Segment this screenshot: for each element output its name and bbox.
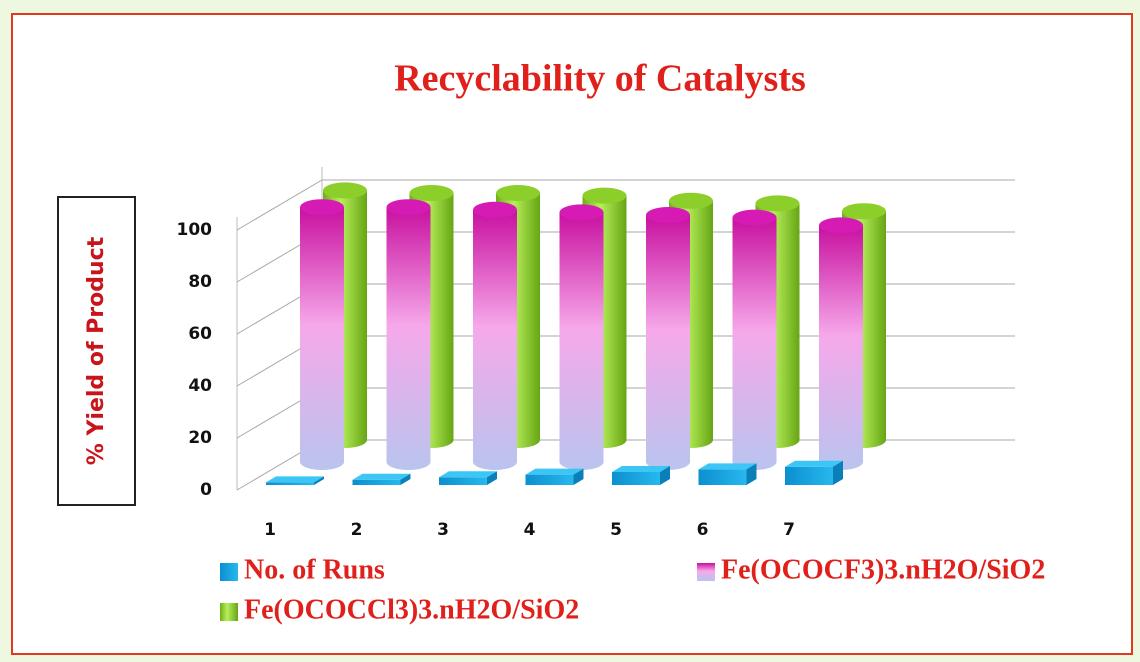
bar-side bbox=[746, 463, 757, 485]
bar-top bbox=[525, 468, 584, 475]
bar-top bbox=[755, 195, 800, 212]
y-label-box bbox=[57, 196, 136, 506]
x-tick-label: 3 bbox=[437, 520, 449, 540]
bar-top bbox=[646, 207, 690, 223]
bar bbox=[559, 212, 604, 470]
legend-label: Fe(OCOCCl3)3.nH2O/SiO2 bbox=[244, 594, 579, 625]
bar bbox=[439, 477, 487, 485]
legend-swatch bbox=[220, 563, 238, 581]
chart-title: Recyclability of Catalysts bbox=[394, 58, 806, 100]
bar-side bbox=[573, 468, 584, 485]
bar-top bbox=[612, 466, 670, 472]
bar-top bbox=[266, 476, 324, 483]
bar-top bbox=[819, 217, 863, 234]
y-tick-label: 0 bbox=[200, 480, 212, 500]
bar-top bbox=[669, 192, 713, 209]
x-tick-label: 5 bbox=[610, 520, 622, 540]
bar bbox=[386, 207, 431, 470]
bar-top bbox=[352, 473, 411, 480]
y-tick-label: 80 bbox=[188, 272, 212, 292]
bar bbox=[473, 209, 517, 471]
bar-top bbox=[439, 471, 497, 478]
grid-line bbox=[236, 179, 1015, 231]
legend-label: No. of Runs bbox=[244, 554, 385, 585]
y-tick-label: 60 bbox=[188, 324, 212, 344]
bar-top bbox=[559, 204, 604, 221]
x-tick-label: 6 bbox=[697, 520, 709, 540]
bar-top bbox=[473, 201, 517, 218]
bar-top bbox=[698, 463, 757, 470]
x-tick-label: 4 bbox=[524, 520, 536, 540]
bar-side bbox=[833, 460, 843, 485]
x-tick-label: 1 bbox=[264, 520, 276, 540]
bar bbox=[266, 482, 314, 485]
x-tick-label: 2 bbox=[351, 520, 363, 540]
bar bbox=[819, 225, 863, 470]
bar bbox=[300, 207, 344, 470]
bar-top bbox=[785, 460, 843, 467]
legend-swatch bbox=[697, 563, 715, 581]
bar-top bbox=[386, 199, 431, 216]
bar-top bbox=[300, 199, 344, 216]
bar bbox=[785, 466, 833, 485]
bar-top bbox=[582, 187, 627, 204]
bar-side bbox=[487, 471, 497, 485]
y-tick-label: 100 bbox=[177, 220, 213, 240]
y-axis-label: % Yield of Product bbox=[84, 236, 109, 465]
bar-top bbox=[323, 182, 367, 199]
legend-label: Fe(OCOCF3)3.nH2O/SiO2 bbox=[721, 554, 1045, 585]
bar-side bbox=[400, 473, 411, 485]
bar bbox=[525, 474, 574, 485]
bar-side bbox=[660, 466, 670, 485]
bar-top bbox=[732, 209, 777, 226]
bar bbox=[612, 472, 660, 485]
bar bbox=[732, 217, 777, 470]
y-tick-label: 40 bbox=[188, 376, 212, 396]
bar-top bbox=[409, 185, 454, 201]
bar bbox=[352, 479, 401, 485]
bar-top bbox=[842, 203, 886, 220]
bar bbox=[646, 215, 690, 470]
y-tick-label: 20 bbox=[188, 428, 212, 448]
legend-swatch bbox=[220, 603, 238, 621]
x-tick-label: 7 bbox=[783, 520, 795, 540]
bar-top bbox=[496, 185, 540, 201]
bar bbox=[698, 469, 747, 485]
bar-side bbox=[314, 476, 324, 485]
